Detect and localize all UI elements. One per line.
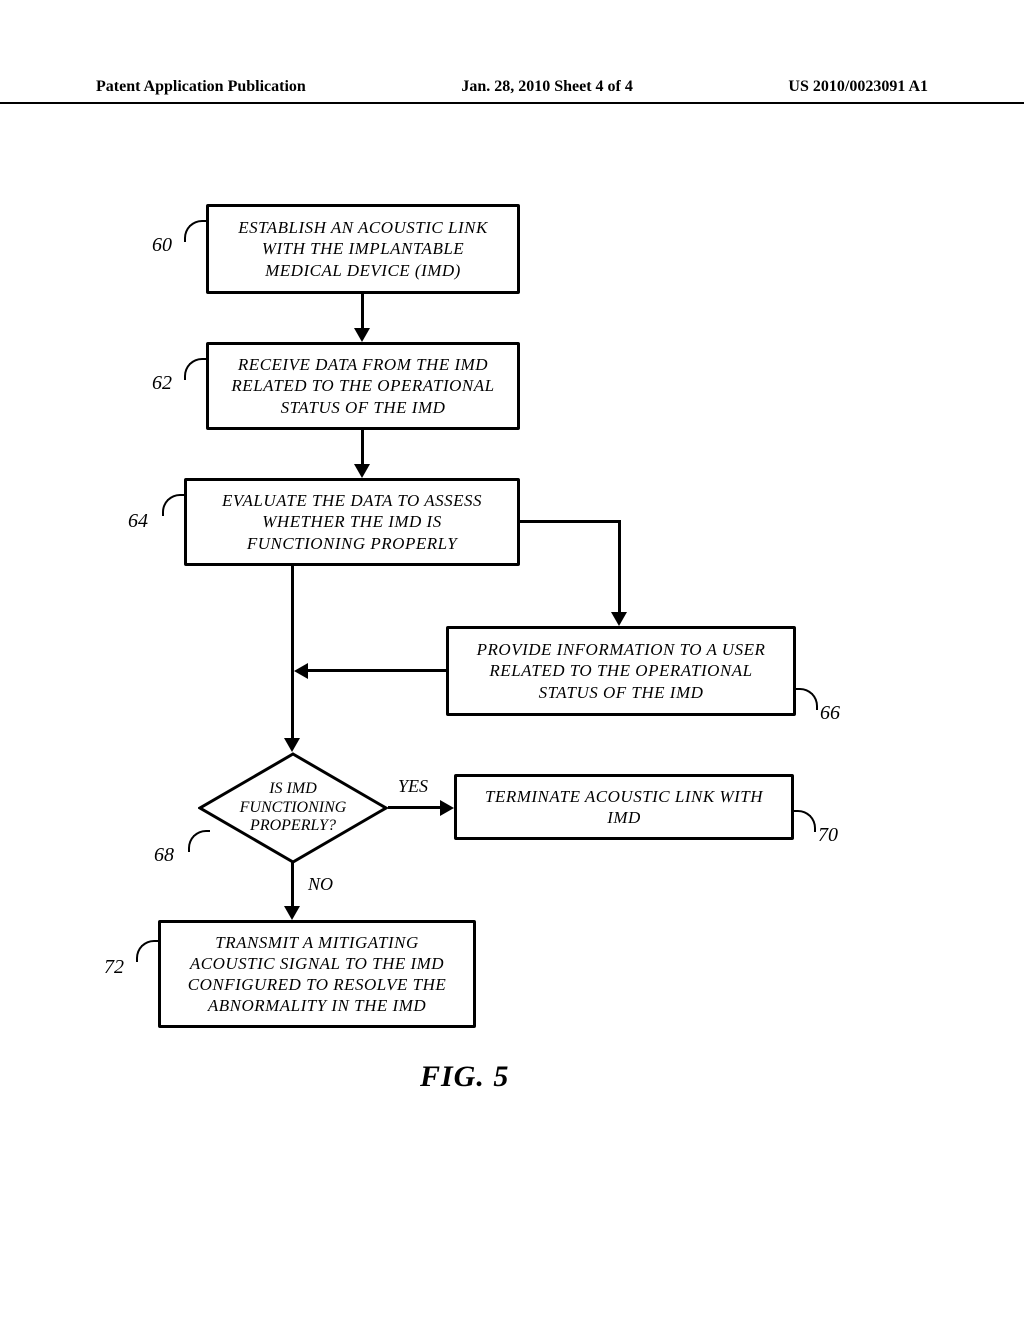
arrowhead-down-icon xyxy=(284,906,300,920)
ref-leader xyxy=(794,810,816,832)
arrow xyxy=(361,430,364,464)
ref-label-66: 66 xyxy=(820,702,840,725)
page-header: Patent Application Publication Jan. 28, … xyxy=(0,78,1024,104)
arrow xyxy=(308,669,446,672)
flow-node-60: ESTABLISH AN ACOUSTIC LINK WITH THE IMPL… xyxy=(206,204,520,294)
arrowhead-down-icon xyxy=(284,738,300,752)
arrow xyxy=(388,806,440,809)
arrow xyxy=(520,520,620,523)
ref-label-64: 64 xyxy=(128,510,148,533)
figure-label: FIG. 5 xyxy=(420,1060,509,1094)
arrowhead-right-icon xyxy=(440,800,454,816)
flow-node-62: RECEIVE DATA FROM THE IMD RELATED TO THE… xyxy=(206,342,520,430)
ref-label-70: 70 xyxy=(818,824,838,847)
flow-node-text: RECEIVE DATA FROM THE IMD RELATED TO THE… xyxy=(223,354,503,418)
arrowhead-left-icon xyxy=(294,663,308,679)
ref-label-60: 60 xyxy=(152,234,172,257)
arrow xyxy=(291,862,294,906)
arrowhead-down-icon xyxy=(611,612,627,626)
arrow xyxy=(618,520,621,612)
ref-leader xyxy=(136,940,158,962)
arrow xyxy=(291,566,294,738)
flow-node-text: TRANSMIT A MITIGATING ACOUSTIC SIGNAL TO… xyxy=(175,932,459,1017)
arrowhead-down-icon xyxy=(354,328,370,342)
flow-decision-text: IS IMD FUNCTIONING PROPERLY? xyxy=(198,752,388,864)
flow-node-70: TERMINATE ACOUSTIC LINK WITH IMD xyxy=(454,774,794,840)
header-center: Jan. 28, 2010 Sheet 4 of 4 xyxy=(461,78,633,96)
flow-node-64: EVALUATE THE DATA TO ASSESS WHETHER THE … xyxy=(184,478,520,566)
flow-decision-68: IS IMD FUNCTIONING PROPERLY? xyxy=(198,752,388,864)
header-right: US 2010/0023091 A1 xyxy=(788,78,928,96)
ref-leader xyxy=(184,220,206,242)
flow-node-text: TERMINATE ACOUSTIC LINK WITH IMD xyxy=(471,786,777,829)
ref-leader xyxy=(796,688,818,710)
flow-node-text: EVALUATE THE DATA TO ASSESS WHETHER THE … xyxy=(201,490,503,554)
header-left: Patent Application Publication xyxy=(96,78,306,96)
ref-leader xyxy=(162,494,184,516)
flow-node-text: ESTABLISH AN ACOUSTIC LINK WITH THE IMPL… xyxy=(223,217,503,281)
arrow xyxy=(361,294,364,328)
ref-label-62: 62 xyxy=(152,372,172,395)
ref-leader xyxy=(184,358,206,380)
ref-label-68: 68 xyxy=(154,844,174,867)
yes-label: YES xyxy=(398,776,428,797)
flow-node-text: PROVIDE INFORMATION TO A USER RELATED TO… xyxy=(463,639,779,703)
flow-node-66: PROVIDE INFORMATION TO A USER RELATED TO… xyxy=(446,626,796,716)
flow-node-72: TRANSMIT A MITIGATING ACOUSTIC SIGNAL TO… xyxy=(158,920,476,1028)
arrowhead-down-icon xyxy=(354,464,370,478)
flowchart: ESTABLISH AN ACOUSTIC LINK WITH THE IMPL… xyxy=(0,180,1024,1080)
no-label: NO xyxy=(308,874,333,895)
ref-label-72: 72 xyxy=(104,956,124,979)
ref-leader xyxy=(188,830,210,852)
